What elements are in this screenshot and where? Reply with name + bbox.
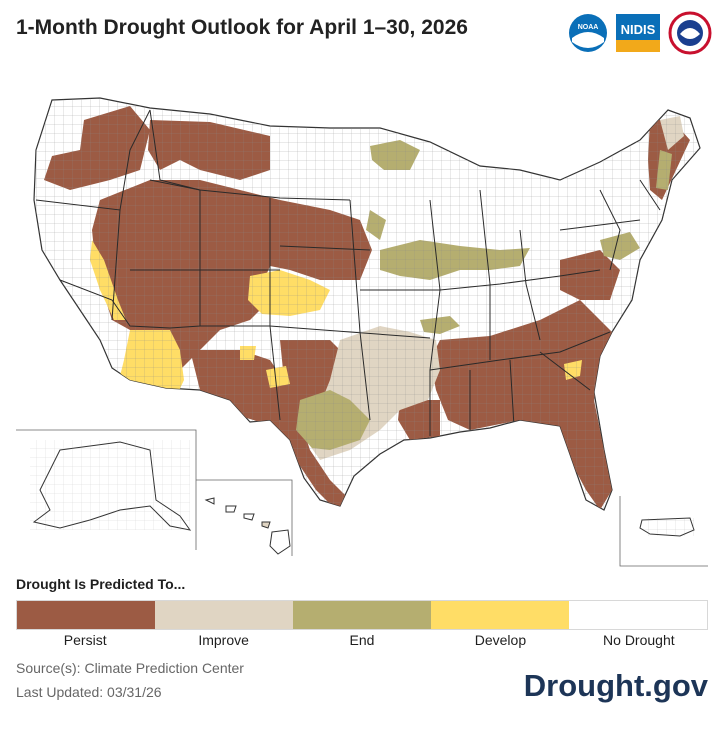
- legend-swatches: [16, 600, 708, 630]
- state-boundaries: [35, 109, 661, 436]
- source-text: Source(s): Climate Prediction Center: [16, 660, 244, 676]
- legend-swatch-persist: [17, 601, 155, 629]
- legend-swatch-no-drought: [569, 601, 707, 629]
- legend-label-persist: Persist: [63, 632, 107, 648]
- legend-label-no-drought: No Drought: [603, 632, 675, 648]
- legend-swatch-develop: [431, 601, 569, 629]
- noaa-logo-text: NOAA: [578, 24, 599, 31]
- legend-swatch-end: [293, 601, 431, 629]
- legend-swatch-improve: [155, 601, 293, 629]
- logo-group: NOAA NIDIS: [569, 11, 712, 55]
- legend-labels: Persist Improve End Develop No Drought: [16, 632, 708, 648]
- legend-label-end: End: [349, 632, 375, 648]
- puerto-rico-inset: [619, 496, 708, 567]
- legend-label-develop: Develop: [474, 632, 527, 648]
- national-weather-service-icon[interactable]: [668, 11, 712, 55]
- drought-gov-brand[interactable]: Drought.gov: [523, 668, 708, 703]
- nidis-logo[interactable]: NIDIS: [616, 14, 660, 52]
- legend-title: Drought Is Predicted To...: [16, 576, 186, 592]
- nidis-logo-text: NIDIS: [621, 22, 656, 37]
- last-updated-text: Last Updated: 03/31/26: [16, 684, 162, 700]
- drought-outlook-map: [16, 97, 708, 567]
- alaska-inset: [16, 429, 197, 550]
- noaa-logo[interactable]: NOAA: [569, 14, 607, 52]
- legend-label-improve: Improve: [198, 632, 249, 648]
- page-title: 1-Month Drought Outlook for April 1–30, …: [16, 16, 468, 39]
- hawaii-inset: [196, 479, 293, 556]
